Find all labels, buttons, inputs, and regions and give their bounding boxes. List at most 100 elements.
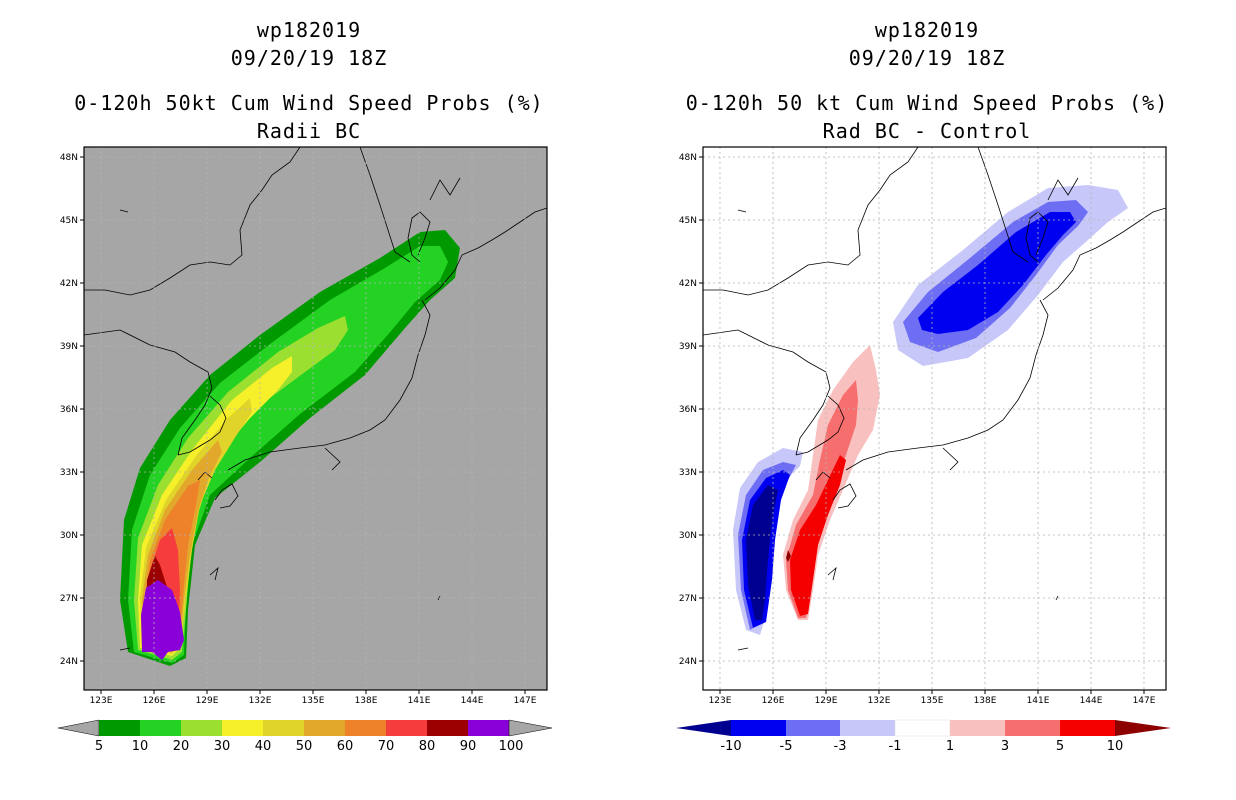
left-lon-label: 123E bbox=[90, 696, 113, 706]
left-lon-label: 147E bbox=[514, 696, 537, 706]
left-map-frame bbox=[83, 146, 548, 691]
colorbar-high-arrow bbox=[1115, 720, 1171, 736]
colorbar-label: -1 bbox=[889, 739, 902, 754]
colorbar-swatch bbox=[1005, 720, 1060, 736]
right-product-title: 0-120h 50 kt Cum Wind Speed Probs (%) bbox=[685, 91, 1169, 115]
right-colorbar: -10 -5 -3 -1 1 3 5 10 bbox=[676, 719, 1171, 754]
colorbar-swatch bbox=[181, 720, 222, 736]
left-lat-label: 48N bbox=[60, 153, 78, 163]
left-lon-label: 138E bbox=[355, 696, 378, 706]
left-lat-label: 39N bbox=[60, 342, 78, 352]
left-lat-label: 45N bbox=[60, 216, 78, 226]
left-datetime: 09/20/19 18Z bbox=[230, 46, 388, 70]
right-lon-label: 147E bbox=[1133, 696, 1156, 706]
colorbar-label: 60 bbox=[337, 739, 354, 754]
right-map-svg: 123E 126E 129E 132E 135E 138E 141E 144E … bbox=[676, 146, 1171, 754]
diff-pos-contour-10 bbox=[786, 550, 791, 562]
left-lon-label: 132E bbox=[249, 696, 272, 706]
colorbar-swatch bbox=[731, 720, 786, 736]
right-lon-label: 132E bbox=[868, 696, 891, 706]
colorbar-swatch bbox=[1060, 720, 1115, 736]
left-lon-label: 144E bbox=[461, 696, 484, 706]
right-lat-label: 27N bbox=[679, 594, 697, 604]
left-colorbar: 5 10 20 30 40 50 60 70 80 90 100 bbox=[57, 719, 553, 754]
left-product-title: 0-120h 50kt Cum Wind Speed Probs (%) bbox=[74, 91, 544, 115]
right-subtitle: Rad BC - Control bbox=[822, 119, 1032, 143]
left-map-svg: 123E 126E 129E 132E 135E 138E 141E 144E … bbox=[57, 146, 553, 754]
colorbar-high-arrow bbox=[508, 719, 553, 737]
prob-contour-10 bbox=[128, 246, 448, 663]
right-lat-label: 30N bbox=[679, 531, 697, 541]
right-datetime: 09/20/19 18Z bbox=[848, 46, 1006, 70]
colorbar-label: 5 bbox=[1056, 739, 1064, 754]
colorbar-label: 30 bbox=[214, 739, 231, 754]
right-map-frame bbox=[702, 146, 1167, 691]
colorbar-swatch bbox=[894, 719, 951, 737]
right-lon-label: 129E bbox=[815, 696, 838, 706]
colorbar-swatch bbox=[840, 720, 895, 736]
colorbar-label: 100 bbox=[499, 739, 524, 754]
right-coastlines bbox=[703, 147, 1166, 651]
colorbar-swatch bbox=[427, 720, 468, 736]
colorbar-swatch bbox=[950, 720, 1005, 736]
colorbar-swatch bbox=[263, 720, 304, 736]
colorbar-label: 90 bbox=[460, 739, 477, 754]
left-tick-marks bbox=[80, 156, 526, 694]
left-subtitle: Radii BC bbox=[256, 119, 362, 143]
right-lat-label: 39N bbox=[679, 342, 697, 352]
left-lon-label: 129E bbox=[196, 696, 219, 706]
right-lat-label: 36N bbox=[679, 405, 697, 415]
colorbar-label: 20 bbox=[173, 739, 190, 754]
colorbar-label: 70 bbox=[378, 739, 395, 754]
colorbar-swatch bbox=[786, 720, 840, 736]
left-grid bbox=[84, 147, 547, 690]
colorbar-swatch bbox=[99, 720, 140, 736]
right-lat-label: 33N bbox=[679, 468, 697, 478]
left-lon-label: 141E bbox=[408, 696, 431, 706]
colorbar-swatch bbox=[304, 720, 345, 736]
right-lat-label: 45N bbox=[679, 216, 697, 226]
right-lon-label: 138E bbox=[974, 696, 997, 706]
diff-neg-contour-5 bbox=[918, 212, 1076, 334]
colorbar-label: -5 bbox=[780, 739, 793, 754]
right-lon-label: 144E bbox=[1080, 696, 1103, 706]
colorbar-swatch bbox=[222, 720, 263, 736]
colorbar-label: 10 bbox=[1107, 739, 1124, 754]
colorbar-low-arrow bbox=[676, 720, 731, 736]
right-lat-label: 42N bbox=[679, 279, 697, 289]
left-lat-label: 36N bbox=[60, 405, 78, 415]
right-lon-label: 123E bbox=[709, 696, 732, 706]
right-storm-id: wp182019 bbox=[874, 18, 980, 42]
right-lon-label: 135E bbox=[921, 696, 944, 706]
left-lat-label: 27N bbox=[60, 594, 78, 604]
left-lon-label: 126E bbox=[143, 696, 166, 706]
left-lat-label: 24N bbox=[60, 657, 78, 667]
right-lon-label: 126E bbox=[762, 696, 785, 706]
diff-neg-contour-10-south bbox=[746, 485, 778, 620]
left-coastlines bbox=[84, 147, 547, 651]
right-grid bbox=[703, 147, 1166, 690]
right-tick-marks bbox=[699, 156, 1145, 694]
left-lat-label: 42N bbox=[60, 279, 78, 289]
left-lon-label: 135E bbox=[302, 696, 325, 706]
colorbar-label: 40 bbox=[255, 739, 272, 754]
right-lat-label: 48N bbox=[679, 153, 697, 163]
colorbar-swatch bbox=[345, 720, 386, 736]
left-lat-label: 30N bbox=[60, 531, 78, 541]
right-map-panel: wp182019 09/20/19 18Z 0-120h 50 kt Cum W… bbox=[618, 0, 1236, 800]
colorbar-label: 50 bbox=[296, 739, 313, 754]
right-lon-label: 141E bbox=[1027, 696, 1050, 706]
colorbar-label: -3 bbox=[834, 739, 847, 754]
colorbar-swatch bbox=[140, 720, 181, 736]
colorbar-low-arrow bbox=[57, 719, 100, 737]
colorbar-swatch bbox=[468, 720, 509, 736]
colorbar-label: 80 bbox=[419, 739, 436, 754]
prob-contour-90 bbox=[141, 580, 184, 660]
colorbar-label: 3 bbox=[1001, 739, 1009, 754]
left-storm-id: wp182019 bbox=[256, 18, 362, 42]
colorbar-label: 5 bbox=[95, 739, 103, 754]
left-map-panel: wp182019 09/20/19 18Z 0-120h 50kt Cum Wi… bbox=[57, 18, 553, 754]
right-lat-label: 24N bbox=[679, 657, 697, 667]
colorbar-label: 10 bbox=[132, 739, 149, 754]
colorbar-swatch bbox=[386, 720, 427, 736]
